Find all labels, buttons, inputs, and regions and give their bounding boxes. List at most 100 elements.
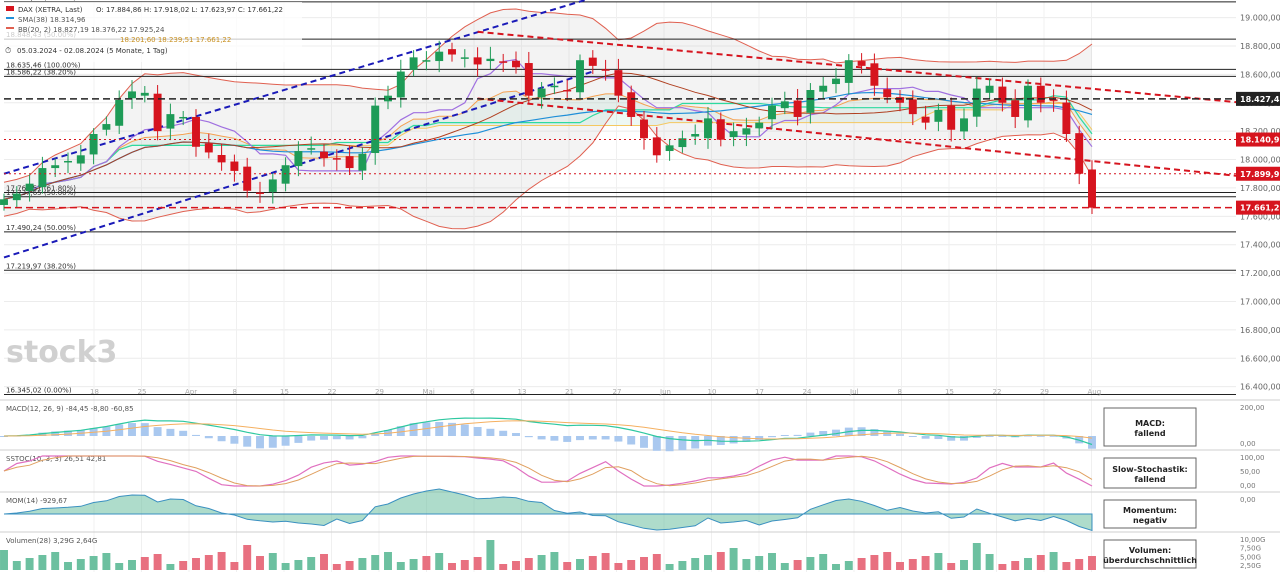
- indicator-status-value: überdurchschnittlich: [1103, 556, 1197, 565]
- volume-bar-up: [576, 559, 584, 570]
- volume-bar-up: [38, 555, 47, 570]
- macd-histogram-bar: [166, 428, 175, 436]
- price-tick-label: 18.000,00: [1240, 156, 1280, 165]
- volume-bar-down: [230, 562, 239, 570]
- candle-up: [486, 58, 495, 62]
- macd-histogram-bar: [64, 430, 72, 436]
- macd-histogram-bar: [1036, 435, 1045, 437]
- candle-down: [601, 69, 610, 71]
- ohlc-values: O: 17.884,86 H: 17.918,02 L: 17.623,97 C…: [96, 6, 283, 14]
- macd-histogram-bar: [793, 434, 802, 436]
- candle-down: [652, 137, 661, 156]
- macd-histogram-bar: [473, 426, 482, 436]
- candle-up: [371, 105, 380, 154]
- date-tick-label: 22: [328, 388, 337, 396]
- volume-bar-up: [268, 553, 277, 570]
- momentum-area: [3, 488, 1093, 532]
- indicator-name: SSTOC(10, 3, 3) 26,51 42,81: [6, 455, 106, 463]
- volume-bar-down: [345, 561, 354, 570]
- price-tag-box: [1236, 132, 1280, 147]
- macd-histogram-bar: [128, 423, 136, 436]
- price-tick-label: 18.800,00: [1240, 42, 1280, 51]
- volume-bar-down: [1075, 559, 1084, 570]
- macd-histogram-bar: [371, 433, 380, 436]
- indicator-name: MACD(12, 26, 9) -84,45 -8,80 -60,85: [6, 405, 134, 413]
- candle-up: [281, 165, 290, 184]
- volume-bar-up: [166, 564, 175, 570]
- candle-up: [934, 109, 943, 122]
- indicator-status-label: MACD:: [1135, 419, 1165, 428]
- macd-histogram-bar: [819, 431, 828, 436]
- volume-bar-up: [1049, 552, 1058, 570]
- volume-bar-up: [25, 558, 34, 570]
- candle-down: [1011, 100, 1020, 117]
- volume-bar-up: [358, 558, 367, 570]
- candle-up: [691, 134, 700, 137]
- price-tick-label: 17.600,00: [1240, 212, 1280, 221]
- macd-histogram-bar: [499, 430, 508, 436]
- macd-histogram-bar: [268, 436, 277, 448]
- date-tick-label: 27: [613, 388, 622, 396]
- volume-bar-down: [640, 557, 648, 570]
- candle-down: [1049, 99, 1058, 101]
- volume-bar-up: [742, 559, 751, 570]
- volume-bar-up: [844, 561, 853, 570]
- macd-histogram-bar: [678, 436, 687, 451]
- candle-up: [806, 90, 815, 113]
- bb-upper-line: [3, 8, 1093, 183]
- pane-tick-label: 7,50G: [1240, 545, 1261, 553]
- candle-down: [473, 57, 482, 65]
- macd-histogram-bar: [857, 427, 866, 436]
- volume-bar-down: [1088, 556, 1096, 570]
- candle-down: [1075, 133, 1084, 174]
- candle-up: [115, 99, 124, 126]
- volume-bar-up: [12, 561, 21, 570]
- macd-histogram-bar: [614, 436, 623, 442]
- price-tick-label: 17.400,00: [1240, 241, 1280, 250]
- candle-down: [921, 116, 930, 123]
- macd-histogram-bar: [460, 424, 469, 436]
- candle-up: [550, 85, 559, 88]
- volume-bar-down: [179, 561, 188, 570]
- candle-up: [1024, 85, 1032, 121]
- volume-bar-up: [307, 557, 316, 570]
- volume-bar-up: [384, 552, 392, 570]
- volume-bar-up: [832, 564, 840, 570]
- pane-tick-label: 100,00: [1240, 454, 1265, 462]
- volume-bar-up: [691, 558, 700, 570]
- volume-bar-up: [729, 548, 738, 570]
- candle-up: [960, 118, 968, 132]
- price-tag-label: 17.899,91: [1240, 170, 1280, 179]
- candle-down: [153, 93, 162, 132]
- macd-histogram-bar: [1088, 436, 1096, 449]
- volume-bar-up: [934, 553, 943, 570]
- candle-up: [844, 60, 853, 83]
- pane-tick-label: 0,00: [1240, 440, 1256, 448]
- pane-tick-label: 200,00: [1240, 404, 1265, 412]
- macd-histogram-bar: [486, 428, 495, 436]
- legend: DAX (XETRA, Last) O: 17.884,86 H: 17.918…: [2, 2, 302, 62]
- candle-up: [576, 60, 584, 93]
- price-tag-label: 17.661,22: [1240, 204, 1280, 213]
- chart-grid: [4, 2, 1236, 572]
- volume-bar-up: [409, 559, 418, 570]
- date-tick-label: Jun: [659, 388, 671, 396]
- macd-histogram-bar: [1049, 435, 1058, 437]
- date-tick-label: 15: [945, 388, 954, 396]
- date-tick-label: Apr: [185, 388, 197, 396]
- indicator-panes: MACD(12, 26, 9) -84,45 -8,80 -60,85 200,0…: [0, 399, 1280, 570]
- legend-background: [2, 2, 302, 62]
- volume-bar-down: [588, 556, 597, 570]
- candle-down: [448, 49, 456, 55]
- ichimoku-legend: 18.201,60 18.239,51 17.661,22: [120, 36, 231, 44]
- candle-down: [217, 155, 226, 163]
- price-tick-label: 19.000,00: [1240, 14, 1280, 23]
- candle-up: [179, 116, 188, 119]
- macd-histogram-bar: [204, 436, 213, 439]
- volume-bar-down: [332, 564, 341, 570]
- price-tick-label: 18.600,00: [1240, 70, 1280, 79]
- candle-down: [1036, 85, 1045, 103]
- macd-histogram-bar: [601, 436, 610, 440]
- indicator-status-box: [1103, 457, 1197, 489]
